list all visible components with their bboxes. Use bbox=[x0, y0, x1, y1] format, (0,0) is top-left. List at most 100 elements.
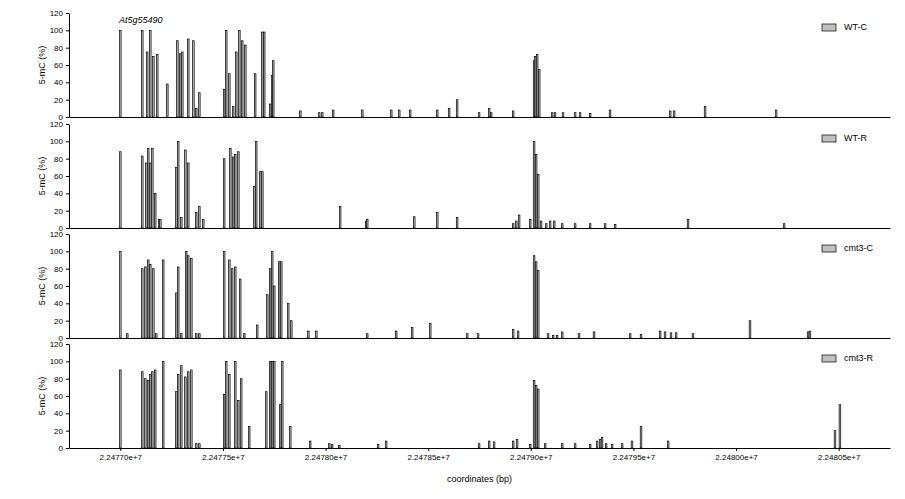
bar bbox=[536, 55, 538, 117]
bar bbox=[120, 370, 122, 448]
bar bbox=[561, 444, 563, 448]
y-axis: 020406080100120 bbox=[50, 230, 70, 343]
bar bbox=[147, 148, 149, 228]
bar bbox=[152, 148, 154, 228]
bar bbox=[272, 61, 274, 117]
y-tick-mark bbox=[66, 30, 69, 31]
bar bbox=[675, 333, 677, 338]
y-tick: 120 bbox=[50, 340, 69, 349]
figure: 0204060801001205-mC (%)At5g55490WT-C0204… bbox=[0, 0, 905, 499]
y-tick: 40 bbox=[54, 409, 69, 418]
legend: cmt3-R bbox=[822, 353, 874, 363]
x-tick: 2.24795e+7 bbox=[613, 448, 656, 462]
bar bbox=[193, 41, 195, 117]
y-tick: 40 bbox=[54, 78, 69, 87]
y-tick: 60 bbox=[54, 392, 69, 401]
bar bbox=[225, 30, 227, 117]
bar bbox=[262, 172, 264, 228]
bar bbox=[231, 269, 233, 338]
bar bbox=[667, 441, 669, 448]
bar bbox=[273, 361, 275, 448]
x-tick-label: 2.24785e+7 bbox=[407, 453, 450, 462]
bar bbox=[278, 262, 280, 338]
bar bbox=[839, 405, 841, 448]
bar bbox=[223, 159, 225, 228]
bar bbox=[529, 219, 531, 228]
bar bbox=[640, 335, 642, 338]
x-axis bbox=[70, 228, 891, 229]
y-tick: 100 bbox=[50, 137, 69, 146]
bar bbox=[692, 334, 694, 338]
bar bbox=[547, 334, 549, 338]
legend-label: cmt3-R bbox=[844, 353, 874, 363]
y-tick-label: 60 bbox=[54, 172, 63, 181]
bar bbox=[385, 441, 387, 448]
x-tick: 2.24780e+7 bbox=[305, 448, 348, 462]
legend-swatch bbox=[822, 24, 836, 31]
bar bbox=[191, 258, 193, 338]
y-tick: 120 bbox=[50, 230, 69, 239]
y-tick-label: 40 bbox=[54, 78, 63, 87]
bar bbox=[512, 224, 514, 228]
bar bbox=[149, 264, 151, 338]
bar bbox=[604, 224, 606, 228]
bar bbox=[339, 206, 341, 228]
y-tick-label: 60 bbox=[54, 61, 63, 70]
y-tick-mark bbox=[66, 379, 69, 380]
y-axis: 020406080100120 bbox=[50, 340, 70, 453]
y-tick: 120 bbox=[50, 9, 69, 18]
bar bbox=[377, 445, 379, 448]
bar bbox=[332, 110, 334, 117]
legend: WT-C bbox=[822, 22, 867, 32]
y-tick: 80 bbox=[54, 265, 69, 274]
bar bbox=[659, 331, 661, 338]
bar bbox=[300, 111, 302, 117]
bar bbox=[176, 392, 178, 448]
panel: 0204060801001205-mC (%)At5g55490WT-C bbox=[37, 9, 891, 122]
bar bbox=[199, 444, 201, 448]
bar bbox=[265, 392, 267, 448]
y-axis-title: 5-mC (%) bbox=[37, 377, 47, 416]
x-axis bbox=[70, 117, 891, 118]
bar bbox=[279, 405, 281, 448]
bar bbox=[256, 325, 258, 338]
bar bbox=[488, 108, 490, 117]
bar bbox=[670, 333, 672, 338]
bar bbox=[241, 41, 243, 117]
x-tick-mark bbox=[736, 448, 737, 451]
annotation: At5g55490 bbox=[118, 15, 163, 25]
bar bbox=[177, 141, 179, 228]
bar bbox=[287, 303, 289, 338]
bar bbox=[308, 331, 310, 338]
y-tick-mark bbox=[66, 117, 69, 118]
bar bbox=[238, 152, 240, 228]
bar bbox=[180, 366, 182, 448]
y-axis-line bbox=[69, 125, 70, 229]
bar bbox=[331, 445, 333, 448]
bar bbox=[156, 55, 158, 117]
panel: 0204060801001202.24770e+72.24775e+72.247… bbox=[37, 340, 891, 484]
bar bbox=[807, 332, 809, 338]
bar bbox=[147, 380, 149, 448]
bar bbox=[269, 104, 271, 117]
y-tick: 20 bbox=[54, 317, 69, 326]
bar bbox=[593, 332, 595, 338]
bar bbox=[579, 113, 581, 117]
y-tick-mark bbox=[66, 321, 69, 322]
bar bbox=[834, 431, 836, 448]
bar bbox=[145, 379, 147, 448]
x-tick-label: 2.24780e+7 bbox=[305, 453, 348, 462]
y-tick-label: 20 bbox=[54, 317, 63, 326]
panel: 0204060801001205-mC (%)cmt3-C bbox=[37, 230, 891, 343]
y-tick: 40 bbox=[54, 299, 69, 308]
y-tick-label: 80 bbox=[54, 44, 63, 53]
bar bbox=[362, 110, 364, 117]
bar bbox=[775, 110, 777, 117]
y-tick: 120 bbox=[50, 120, 69, 129]
y-tick: 60 bbox=[54, 172, 69, 181]
bar bbox=[147, 260, 149, 338]
y-axis-line bbox=[69, 235, 70, 339]
bar bbox=[273, 286, 275, 338]
bar bbox=[254, 74, 256, 117]
bar bbox=[589, 445, 591, 448]
